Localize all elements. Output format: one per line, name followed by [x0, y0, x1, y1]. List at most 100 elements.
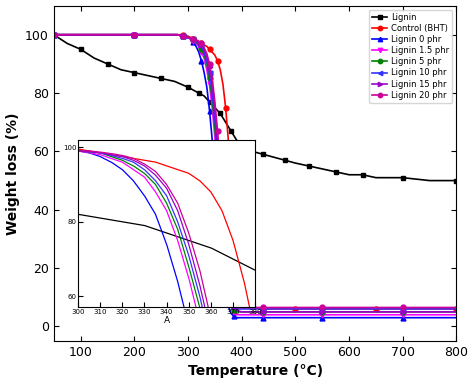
Lignin 15 phr: [427, 310, 432, 314]
Lignin 1.5 phr: [105, 32, 110, 37]
Lignin 0 phr: [105, 32, 110, 37]
Lignin: [118, 68, 124, 72]
Lignin 10 phr: [207, 70, 212, 75]
Lignin 20 phr: [319, 305, 325, 310]
Lignin 20 phr: [282, 305, 288, 310]
Lignin 10 phr: [346, 307, 352, 311]
Lignin: [250, 149, 255, 154]
Lignin 10 phr: [400, 307, 406, 311]
Lignin 20 phr: [201, 46, 207, 50]
Lignin 20 phr: [215, 129, 220, 133]
Lignin 15 phr: [215, 141, 220, 145]
Lignin 1.5 phr: [220, 242, 226, 247]
Lignin 5 phr: [158, 32, 164, 37]
Lignin: [64, 41, 70, 46]
Lignin: [319, 167, 325, 171]
Lignin 5 phr: [228, 301, 234, 305]
Lignin: [196, 91, 201, 95]
Lignin 10 phr: [282, 307, 288, 311]
Lignin 10 phr: [199, 44, 204, 49]
Control (BHT): [346, 307, 352, 311]
Lignin 0 phr: [207, 108, 212, 113]
Lignin: [306, 164, 312, 168]
Lignin 10 phr: [180, 34, 185, 38]
Lignin 15 phr: [185, 35, 191, 40]
Lignin 5 phr: [226, 286, 231, 291]
Lignin 1.5 phr: [191, 38, 196, 43]
Lignin: [51, 32, 57, 37]
Lignin: [218, 111, 223, 116]
Lignin 10 phr: [212, 117, 218, 122]
Lignin: [223, 120, 228, 124]
Lignin 20 phr: [218, 167, 223, 171]
Control (BHT): [215, 59, 220, 63]
Lignin 10 phr: [220, 225, 226, 230]
Control (BHT): [454, 307, 459, 311]
Lignin: [212, 105, 218, 110]
Lignin 5 phr: [239, 310, 245, 314]
Control (BHT): [260, 307, 266, 311]
Lignin 10 phr: [226, 283, 231, 288]
Lignin 15 phr: [239, 310, 245, 314]
Control (BHT): [319, 307, 325, 311]
Lignin 0 phr: [174, 32, 180, 37]
Lignin 20 phr: [174, 32, 180, 37]
Lignin 1.5 phr: [185, 35, 191, 40]
Control (BHT): [250, 305, 255, 310]
Lignin 5 phr: [260, 310, 266, 314]
Lignin 20 phr: [220, 205, 226, 209]
Lignin 1.5 phr: [228, 304, 234, 308]
Lignin 15 phr: [212, 108, 218, 113]
Lignin 15 phr: [105, 32, 110, 37]
Lignin: [78, 47, 83, 51]
Lignin 1.5 phr: [180, 34, 185, 38]
Lignin 15 phr: [174, 32, 180, 37]
Lignin 1.5 phr: [226, 292, 231, 297]
Lignin 15 phr: [319, 310, 325, 314]
Lignin 1.5 phr: [199, 50, 204, 55]
Lignin 10 phr: [319, 307, 325, 311]
Lignin 5 phr: [180, 34, 185, 38]
Lignin 10 phr: [231, 305, 237, 310]
Lignin 10 phr: [196, 41, 201, 46]
Lignin 5 phr: [400, 310, 406, 314]
Control (BHT): [231, 222, 237, 227]
Lignin 15 phr: [346, 310, 352, 314]
Lignin 5 phr: [105, 32, 110, 37]
Lignin 1.5 phr: [207, 82, 212, 87]
Lignin 10 phr: [51, 32, 57, 37]
Lignin: [454, 178, 459, 183]
Lignin 1.5 phr: [223, 271, 228, 276]
Lignin: [360, 172, 365, 177]
Lignin 0 phr: [210, 137, 215, 142]
Lignin 1.5 phr: [215, 169, 220, 174]
Lignin 5 phr: [174, 32, 180, 37]
Control (BHT): [210, 50, 215, 55]
Lignin 15 phr: [78, 32, 83, 37]
Line: Lignin 5 phr: Lignin 5 phr: [51, 32, 459, 314]
Lignin 1.5 phr: [373, 313, 379, 317]
Control (BHT): [427, 307, 432, 311]
Lignin 5 phr: [204, 61, 210, 66]
Lignin 5 phr: [215, 158, 220, 162]
Lignin 10 phr: [204, 59, 210, 63]
Lignin 1.5 phr: [196, 44, 201, 49]
Lignin 15 phr: [193, 38, 199, 43]
Lignin: [271, 155, 277, 159]
Lignin 10 phr: [218, 187, 223, 192]
Control (BHT): [158, 32, 164, 37]
Lignin 0 phr: [292, 315, 298, 320]
Lignin 0 phr: [212, 172, 218, 177]
Lignin 15 phr: [158, 32, 164, 37]
Lignin 1.5 phr: [193, 41, 199, 46]
Lignin: [239, 143, 245, 148]
Lignin 20 phr: [212, 99, 218, 104]
Control (BHT): [199, 41, 204, 46]
Control (BHT): [218, 68, 223, 72]
Lignin 0 phr: [234, 315, 239, 320]
Lignin: [158, 76, 164, 81]
Control (BHT): [180, 32, 185, 37]
Lignin: [282, 158, 288, 162]
Lignin 5 phr: [346, 310, 352, 314]
Lignin 1.5 phr: [427, 313, 432, 317]
